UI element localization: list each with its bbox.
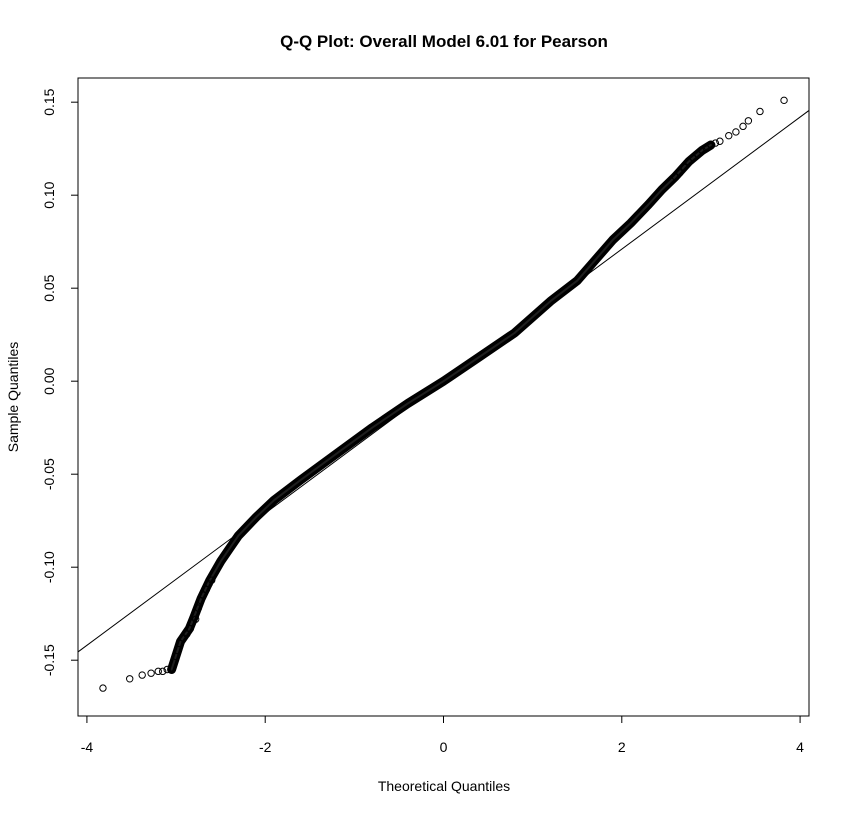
y-tick-label: 0.05 bbox=[41, 274, 57, 301]
data-point bbox=[744, 117, 753, 125]
data-point bbox=[739, 122, 747, 131]
y-tick-label: -0.05 bbox=[41, 458, 57, 490]
data-point bbox=[684, 158, 693, 166]
data-point bbox=[702, 144, 711, 153]
data-point bbox=[780, 96, 788, 105]
data-point bbox=[711, 139, 720, 147]
y-tick-label: 0.15 bbox=[41, 88, 57, 115]
data-point bbox=[698, 146, 706, 155]
data-point bbox=[194, 604, 203, 612]
data-point bbox=[99, 684, 107, 692]
data-point bbox=[163, 665, 171, 674]
data-point bbox=[680, 163, 688, 171]
x-tick-label: 0 bbox=[440, 739, 448, 755]
x-tick-label: -4 bbox=[81, 739, 94, 755]
y-tick-label: 0.10 bbox=[41, 181, 57, 208]
x-axis-label: Theoretical Quantiles bbox=[378, 778, 510, 794]
x-tick-label: 4 bbox=[796, 739, 804, 755]
data-point bbox=[693, 150, 702, 158]
data-point bbox=[183, 630, 191, 638]
data-point bbox=[671, 172, 679, 181]
x-tick-label: 2 bbox=[618, 739, 626, 755]
data-point bbox=[154, 667, 162, 676]
data-point bbox=[138, 671, 146, 679]
data-point bbox=[158, 667, 167, 676]
data-point bbox=[172, 652, 180, 661]
data-point bbox=[199, 591, 207, 599]
quantile-curve-core bbox=[170, 144, 712, 671]
data-point bbox=[732, 128, 740, 136]
plot-frame bbox=[77, 77, 810, 717]
y-axis-label: Sample Quantiles bbox=[5, 342, 21, 453]
data-point bbox=[725, 131, 733, 140]
data-point bbox=[208, 576, 216, 584]
data-point bbox=[707, 141, 715, 149]
chart-title: Q-Q Plot: Overall Model 6.01 for Pearson bbox=[280, 32, 608, 51]
y-tick-label: -0.10 bbox=[41, 551, 57, 583]
data-point bbox=[689, 154, 697, 162]
data-point bbox=[175, 639, 184, 648]
x-axis: -4 -2 0 2 4 bbox=[81, 715, 804, 755]
y-tick-label: 0.00 bbox=[41, 367, 57, 394]
data-point bbox=[126, 675, 134, 683]
data-point bbox=[716, 137, 724, 145]
data-point bbox=[676, 169, 684, 177]
y-axis: -0.15 -0.10 -0.05 0.00 0.05 0.10 0.15 bbox=[41, 88, 79, 676]
data-point bbox=[191, 615, 200, 623]
y-tick-label: -0.15 bbox=[41, 644, 57, 676]
quantile-curve-layer bbox=[167, 140, 716, 674]
data-point bbox=[147, 669, 155, 677]
x-tick-label: -2 bbox=[259, 739, 272, 755]
data-point bbox=[756, 107, 764, 116]
data-points-layer bbox=[99, 96, 788, 692]
